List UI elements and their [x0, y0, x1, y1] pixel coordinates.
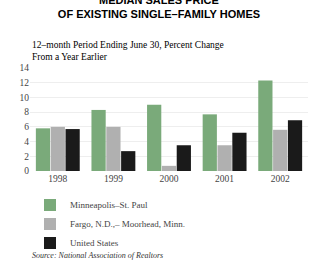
- svg-text:Source: National Association o: Source: National Association of Realtors: [32, 251, 163, 260]
- svg-text:10: 10: [20, 93, 30, 103]
- svg-text:12–month Period Ending June 30: 12–month Period Ending June 30, Percent …: [32, 40, 224, 62]
- svg-text:2000: 2000: [160, 174, 179, 184]
- svg-text:1999: 1999: [104, 174, 123, 184]
- svg-text:12: 12: [20, 78, 30, 88]
- svg-text:0: 0: [24, 166, 29, 176]
- svg-text:14: 14: [20, 63, 30, 73]
- svg-text:MEDIAN SALES PRICEOF EXISTING: MEDIAN SALES PRICEOF EXISTING SINGLE–FAM…: [58, 0, 260, 20]
- svg-text:2001: 2001: [215, 174, 234, 184]
- svg-text:1998: 1998: [48, 174, 67, 184]
- svg-text:Fargo, N.D.,– Moorhead, Minn.: Fargo, N.D.,– Moorhead, Minn.: [70, 219, 185, 229]
- svg-text:4: 4: [24, 137, 29, 147]
- svg-text:United States: United States: [70, 238, 119, 248]
- svg-text:2002: 2002: [271, 174, 290, 184]
- svg-text:6: 6: [24, 122, 29, 132]
- svg-text:8: 8: [24, 107, 29, 117]
- svg-text:Minneapolis–St. Paul: Minneapolis–St. Paul: [70, 200, 148, 210]
- svg-text:2: 2: [24, 152, 29, 162]
